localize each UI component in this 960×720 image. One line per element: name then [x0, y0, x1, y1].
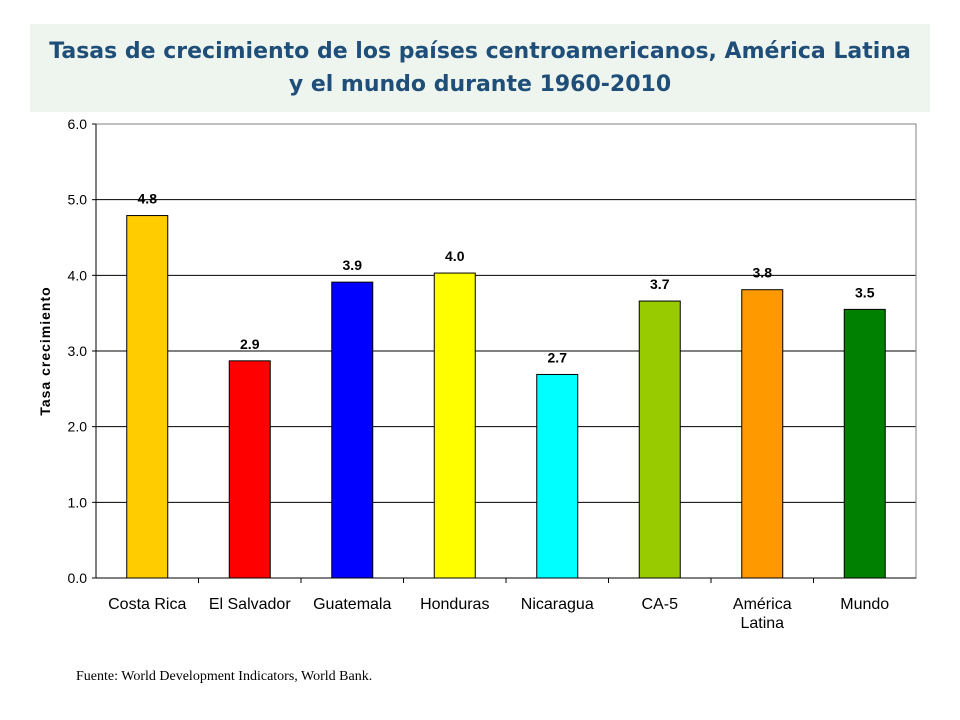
- y-axis-title: Tasa crecimiento: [37, 286, 53, 415]
- y-tick-label: 0.0: [68, 570, 88, 586]
- category-label: Mundo: [840, 596, 889, 613]
- y-tick-label: 5.0: [68, 192, 88, 208]
- category-label: Honduras: [420, 596, 489, 613]
- y-tick-label: 1.0: [68, 494, 88, 510]
- title-box: Tasas de crecimiento de los países centr…: [30, 24, 930, 112]
- axes: [92, 123, 917, 583]
- bar: [843, 308, 886, 579]
- data-label: 2.7: [548, 349, 568, 365]
- category-label: Latina: [740, 615, 784, 632]
- category-label: América: [733, 596, 792, 613]
- category-label: Nicaragua: [521, 596, 594, 613]
- data-label: 3.8: [753, 265, 773, 281]
- bar: [228, 360, 271, 579]
- bars: [126, 215, 886, 579]
- bar: [741, 289, 784, 579]
- data-label: 4.0: [445, 248, 465, 264]
- category-label: Guatemala: [313, 596, 391, 613]
- data-label: 3.7: [650, 276, 670, 292]
- category-label: El Salvador: [209, 596, 291, 613]
- bar: [433, 272, 476, 579]
- y-tick-label: 4.0: [68, 267, 88, 283]
- data-label: 4.8: [138, 191, 158, 207]
- category-label: CA-5: [642, 596, 679, 613]
- data-label: 3.5: [855, 284, 875, 300]
- y-tick-label: 2.0: [68, 419, 88, 435]
- source-note: Fuente: World Development Indicators, Wo…: [76, 669, 373, 684]
- y-tick-label: 6.0: [68, 116, 88, 132]
- bar: [126, 215, 169, 579]
- data-label: 2.9: [240, 336, 260, 352]
- category-label: Costa Rica: [108, 596, 186, 613]
- data-label: 3.9: [343, 257, 363, 273]
- labels: 0.0 1.0 2.0 3.0 4.0 5.0 6.0 4.8 Costa Rica 2.9 El …: [37, 116, 889, 632]
- y-tick-label: 3.0: [68, 343, 88, 359]
- grid-lines: [96, 123, 916, 503]
- bar: [536, 373, 579, 579]
- chart-title: Tasas de crecimiento de los países centr…: [49, 39, 911, 97]
- bar: [331, 281, 374, 579]
- bar: [638, 300, 681, 579]
